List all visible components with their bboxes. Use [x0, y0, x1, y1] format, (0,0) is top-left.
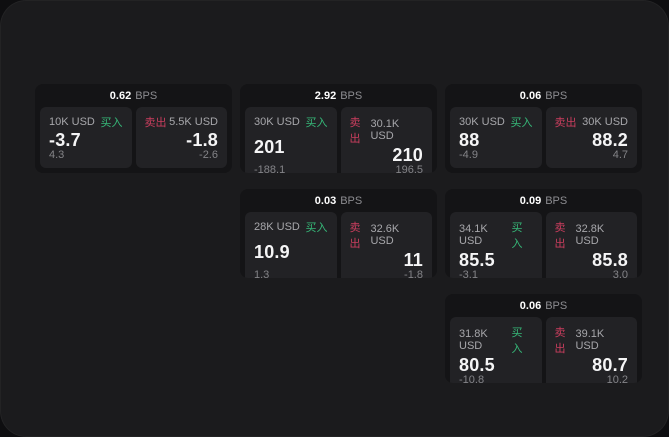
buy-panel[interactable]: 34.1K USD 买入 85.5 -3.1	[450, 212, 542, 278]
sell-price: 11	[403, 250, 423, 270]
sell-panel[interactable]: 卖出 32.8K USD 85.8 3.0	[545, 212, 637, 278]
bps-unit-label: BPS	[340, 89, 363, 102]
quote-card: 2.92 BPS 30K USD 买入 201 -188.1 卖出 30.1K …	[240, 84, 437, 173]
sell-panel[interactable]: 卖出 39.1K USD 80.7 10.2	[545, 317, 637, 383]
quotes-grid: 0.62 BPS 10K USD 买入 -3.7 4.3 卖出 5.5K USD	[35, 84, 642, 383]
bps-unit-label: BPS	[545, 299, 568, 312]
card-body: 10K USD 买入 -3.7 4.3 卖出 5.5K USD -1.8 -2.…	[35, 107, 232, 173]
buy-panel[interactable]: 30K USD 买入 201 -188.1	[245, 107, 337, 173]
quote-card: 0.62 BPS 10K USD 买入 -3.7 4.3 卖出 5.5K USD	[35, 84, 232, 173]
card-body: 34.1K USD 买入 85.5 -3.1 卖出 32.8K USD 85.8…	[445, 212, 642, 278]
buy-delta: -188.1	[254, 164, 286, 173]
quote-card: 0.06 BPS 30K USD 买入 88 -4.9 卖出 30K USD	[445, 84, 642, 173]
card-header: 0.06 BPS	[445, 84, 642, 107]
bps-value: 0.03	[314, 194, 337, 207]
buy-size: 30K USD	[254, 116, 300, 128]
bps-value: 0.62	[109, 89, 132, 102]
buy-panel[interactable]: 30K USD 买入 88 -4.9	[450, 107, 542, 168]
sell-panel[interactable]: 卖出 5.5K USD -1.8 -2.6	[135, 107, 227, 168]
bps-unit-label: BPS	[545, 194, 568, 207]
buy-delta: 4.3	[49, 149, 65, 161]
buy-size: 31.8K USD	[459, 328, 488, 352]
bps-unit-label: BPS	[340, 194, 363, 207]
sell-tag: 卖出	[554, 222, 566, 250]
buy-tag: 买入	[511, 222, 523, 250]
sell-size: 30K USD	[582, 116, 628, 128]
bps-value: 0.06	[519, 299, 542, 312]
sell-delta: 10.2	[606, 374, 628, 383]
buy-delta: -3.1	[459, 269, 478, 278]
bps-unit-label: BPS	[545, 89, 568, 102]
buy-size: 10K USD	[49, 116, 95, 128]
buy-price: 201	[254, 137, 285, 157]
buy-price: 88	[459, 129, 480, 150]
bps-unit-label: BPS	[135, 89, 158, 102]
bps-value: 2.92	[314, 89, 337, 102]
bps-value: 0.09	[519, 194, 542, 207]
sell-size: 32.6K USD	[370, 223, 400, 247]
card-header: 0.62 BPS	[35, 84, 232, 107]
buy-tag: 买入	[305, 117, 328, 129]
buy-size: 28K USD	[254, 221, 300, 233]
sell-panel[interactable]: 卖出 32.6K USD 11 -1.8	[340, 212, 432, 278]
buy-panel[interactable]: 28K USD 买入 10.9 1.3	[245, 212, 337, 278]
quote-card: 0.09 BPS 34.1K USD 买入 85.5 -3.1 卖出 32.8K…	[445, 189, 642, 278]
quote-card: 0.03 BPS 28K USD 买入 10.9 1.3 卖出 32.6K US…	[240, 189, 437, 278]
sell-delta: -1.8	[404, 269, 423, 278]
buy-panel[interactable]: 10K USD 买入 -3.7 4.3	[40, 107, 132, 168]
card-header: 2.92 BPS	[240, 84, 437, 107]
sell-panel[interactable]: 卖出 30.1K USD 210 196.5	[340, 107, 432, 173]
sell-delta: 196.5	[395, 164, 423, 173]
buy-delta: -10.8	[459, 374, 485, 383]
sell-size: 5.5K USD	[169, 116, 218, 128]
sell-size: 30.1K USD	[370, 118, 400, 142]
sell-delta: -2.6	[199, 149, 218, 161]
buy-delta: -4.9	[459, 149, 478, 161]
buy-price: 85.5	[459, 250, 495, 270]
card-header: 0.03 BPS	[240, 189, 437, 212]
sell-tag: 卖出	[144, 117, 167, 129]
sell-size: 32.8K USD	[575, 223, 605, 247]
card-body: 31.8K USD 买入 80.5 -10.8 卖出 39.1K USD 80.…	[445, 317, 642, 383]
buy-panel[interactable]: 31.8K USD 买入 80.5 -10.8	[450, 317, 542, 383]
quote-card: 0.06 BPS 31.8K USD 买入 80.5 -10.8 卖出 39.1…	[445, 294, 642, 383]
buy-price: 80.5	[459, 355, 495, 375]
sell-delta: 3.0	[612, 269, 628, 278]
buy-delta: 1.3	[254, 269, 270, 278]
card-header: 0.09 BPS	[445, 189, 642, 212]
buy-tag: 买入	[305, 222, 328, 234]
sell-size: 39.1K USD	[575, 328, 605, 352]
buy-size: 30K USD	[459, 116, 505, 128]
sell-tag: 卖出	[349, 222, 361, 250]
buy-tag: 买入	[510, 117, 533, 129]
sell-price: 85.8	[592, 250, 628, 270]
buy-tag: 买入	[511, 327, 523, 355]
sell-tag: 卖出	[554, 327, 566, 355]
card-body: 30K USD 买入 88 -4.9 卖出 30K USD 88.2 4.7	[445, 107, 642, 173]
sell-price: 88.2	[592, 129, 628, 150]
sell-price: -1.8	[186, 129, 218, 150]
card-body: 28K USD 买入 10.9 1.3 卖出 32.6K USD 11 -1.8	[240, 212, 437, 278]
buy-price: 10.9	[254, 242, 290, 262]
sell-tag: 卖出	[554, 117, 577, 129]
buy-tag: 买入	[100, 117, 123, 129]
sell-delta: 4.7	[612, 149, 628, 161]
buy-size: 34.1K USD	[459, 223, 488, 247]
sell-price: 80.7	[592, 355, 628, 375]
card-body: 30K USD 买入 201 -188.1 卖出 30.1K USD 210 1…	[240, 107, 437, 173]
sell-price: 210	[392, 145, 423, 165]
buy-price: -3.7	[49, 129, 81, 150]
card-header: 0.06 BPS	[445, 294, 642, 317]
sell-tag: 卖出	[349, 117, 361, 145]
sell-panel[interactable]: 卖出 30K USD 88.2 4.7	[545, 107, 637, 168]
bps-value: 0.06	[519, 89, 542, 102]
